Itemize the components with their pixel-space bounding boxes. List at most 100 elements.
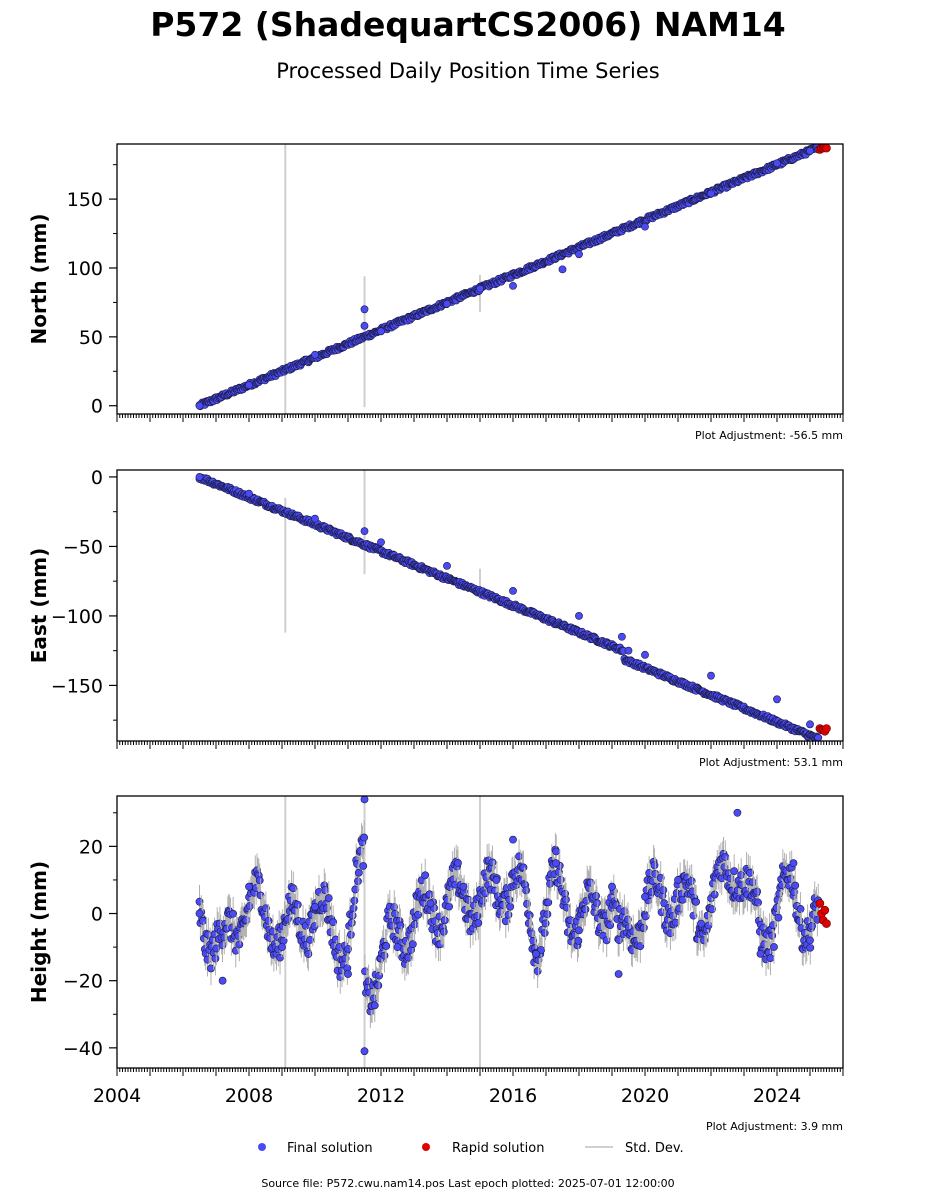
final-solution-point bbox=[459, 882, 468, 891]
final-solution-point bbox=[509, 835, 517, 844]
final-solution-point bbox=[558, 265, 567, 274]
final-solution-point bbox=[527, 929, 536, 938]
final-solution-point bbox=[525, 911, 534, 920]
final-solution-point bbox=[306, 935, 315, 944]
final-solution-point bbox=[773, 159, 781, 168]
x-tick-label: 2008 bbox=[225, 1085, 273, 1107]
panel-north: 0 50 100 150 North (mm) Plot Adjustment: -56.… bbox=[27, 143, 844, 442]
final-solution-point bbox=[515, 852, 523, 861]
y-axis-label: Height (mm) bbox=[27, 861, 51, 1003]
final-solution-point bbox=[360, 321, 369, 330]
final-solution-point bbox=[488, 858, 497, 867]
final-solution-point bbox=[360, 796, 369, 804]
final-solution-point bbox=[593, 898, 601, 907]
final-solution-point bbox=[245, 489, 253, 498]
final-solution-point bbox=[552, 859, 560, 868]
final-solution-point bbox=[276, 953, 284, 962]
rapid-solution-point bbox=[822, 919, 831, 928]
x-tick-label: 2012 bbox=[357, 1085, 405, 1107]
plot-adjustment-note: Plot Adjustment: 3.9 mm bbox=[706, 1120, 843, 1133]
final-solution-point bbox=[768, 931, 777, 940]
source-footer: Source file: P572.cwu.nam14.pos Last epo… bbox=[261, 1177, 674, 1190]
final-solution-point bbox=[770, 943, 778, 951]
chart-subtitle: Processed Daily Position Time Series bbox=[276, 59, 660, 83]
y-tick-label: 0 bbox=[91, 396, 103, 418]
legend-item-final: Final solution bbox=[258, 1141, 373, 1156]
y-tick-label: −50 bbox=[63, 536, 103, 558]
final-solution-point bbox=[532, 949, 540, 958]
legend-marker-rapid bbox=[422, 1143, 430, 1151]
chart-title: P572 (ShadequartCS2006) NAM14 bbox=[150, 5, 786, 44]
final-solution-point bbox=[697, 919, 705, 928]
final-solution-point bbox=[704, 921, 713, 930]
final-solution-point bbox=[791, 881, 800, 890]
final-solution-point bbox=[195, 401, 204, 410]
final-solution-point bbox=[541, 919, 550, 928]
y-tick-label: 20 bbox=[79, 836, 103, 858]
y-axis-label: North (mm) bbox=[27, 213, 51, 344]
final-solution-point bbox=[544, 898, 553, 907]
final-solution-point bbox=[766, 954, 775, 963]
y-tick-label: −150 bbox=[51, 675, 103, 697]
final-solution-point bbox=[199, 916, 207, 925]
final-solution-point bbox=[360, 527, 369, 536]
final-solution-point bbox=[543, 910, 552, 919]
final-solution-point bbox=[574, 936, 583, 945]
final-solution-point bbox=[473, 912, 482, 920]
final-solution-point bbox=[533, 967, 542, 976]
final-solution-point bbox=[354, 877, 362, 886]
final-solution-point bbox=[773, 695, 781, 704]
legend-item-std: Std. Dev. bbox=[585, 1141, 684, 1156]
final-solution-point bbox=[492, 876, 501, 884]
final-solution-point bbox=[261, 904, 270, 913]
final-solution-point bbox=[359, 862, 368, 870]
final-solution-point bbox=[311, 902, 319, 911]
legend-label: Rapid solution bbox=[452, 1141, 544, 1156]
final-solution-point bbox=[710, 890, 719, 899]
final-solution-point bbox=[650, 861, 659, 870]
final-solution-point bbox=[746, 868, 754, 877]
final-solution-point bbox=[347, 918, 356, 927]
final-solution-point bbox=[360, 1047, 369, 1056]
final-solution-point bbox=[506, 902, 515, 911]
final-solution-point bbox=[443, 561, 451, 570]
final-solution-point bbox=[440, 916, 449, 925]
final-solution-point bbox=[360, 305, 369, 314]
final-solution-point bbox=[245, 381, 253, 389]
final-solution-point bbox=[396, 921, 405, 930]
final-solution-point bbox=[575, 612, 583, 620]
x-tick-label: 2016 bbox=[489, 1085, 537, 1107]
final-solution-point bbox=[733, 808, 742, 817]
final-solution-point bbox=[748, 878, 757, 887]
final-solution-point bbox=[641, 892, 649, 901]
final-solution-point bbox=[377, 538, 385, 547]
final-solution-point bbox=[255, 876, 264, 885]
final-solution-point bbox=[796, 905, 805, 913]
rapid-solution-point bbox=[815, 899, 825, 908]
y-tick-label: −40 bbox=[63, 1038, 103, 1060]
final-solution-point bbox=[707, 671, 715, 680]
plot-area bbox=[195, 470, 831, 741]
plot-adjustment-note: Plot Adjustment: -56.5 mm bbox=[695, 429, 843, 442]
panel-height: 20 0 −20 −40 2004 2008 2012 2016 2020 2024 Height … bbox=[27, 795, 844, 1133]
final-solution-point bbox=[519, 863, 528, 872]
final-solution-point bbox=[789, 859, 798, 868]
final-solution-point bbox=[730, 867, 739, 876]
final-solution-point bbox=[620, 907, 629, 916]
final-solution-point bbox=[311, 350, 319, 359]
final-solution-point bbox=[552, 847, 561, 856]
final-solution-point bbox=[806, 936, 814, 945]
final-solution-point bbox=[509, 281, 517, 290]
x-tick-label: 2004 bbox=[93, 1085, 141, 1107]
final-solution-point bbox=[753, 887, 762, 896]
final-solution-point bbox=[426, 899, 435, 908]
final-solution-point bbox=[242, 916, 251, 925]
final-solution-point bbox=[606, 921, 615, 929]
final-solution-point bbox=[218, 976, 227, 985]
final-solution-point bbox=[404, 953, 413, 962]
y-tick-label: 100 bbox=[67, 258, 103, 280]
final-solution-point bbox=[443, 299, 451, 308]
final-solution-point bbox=[360, 833, 369, 842]
final-solution-point bbox=[602, 936, 611, 945]
